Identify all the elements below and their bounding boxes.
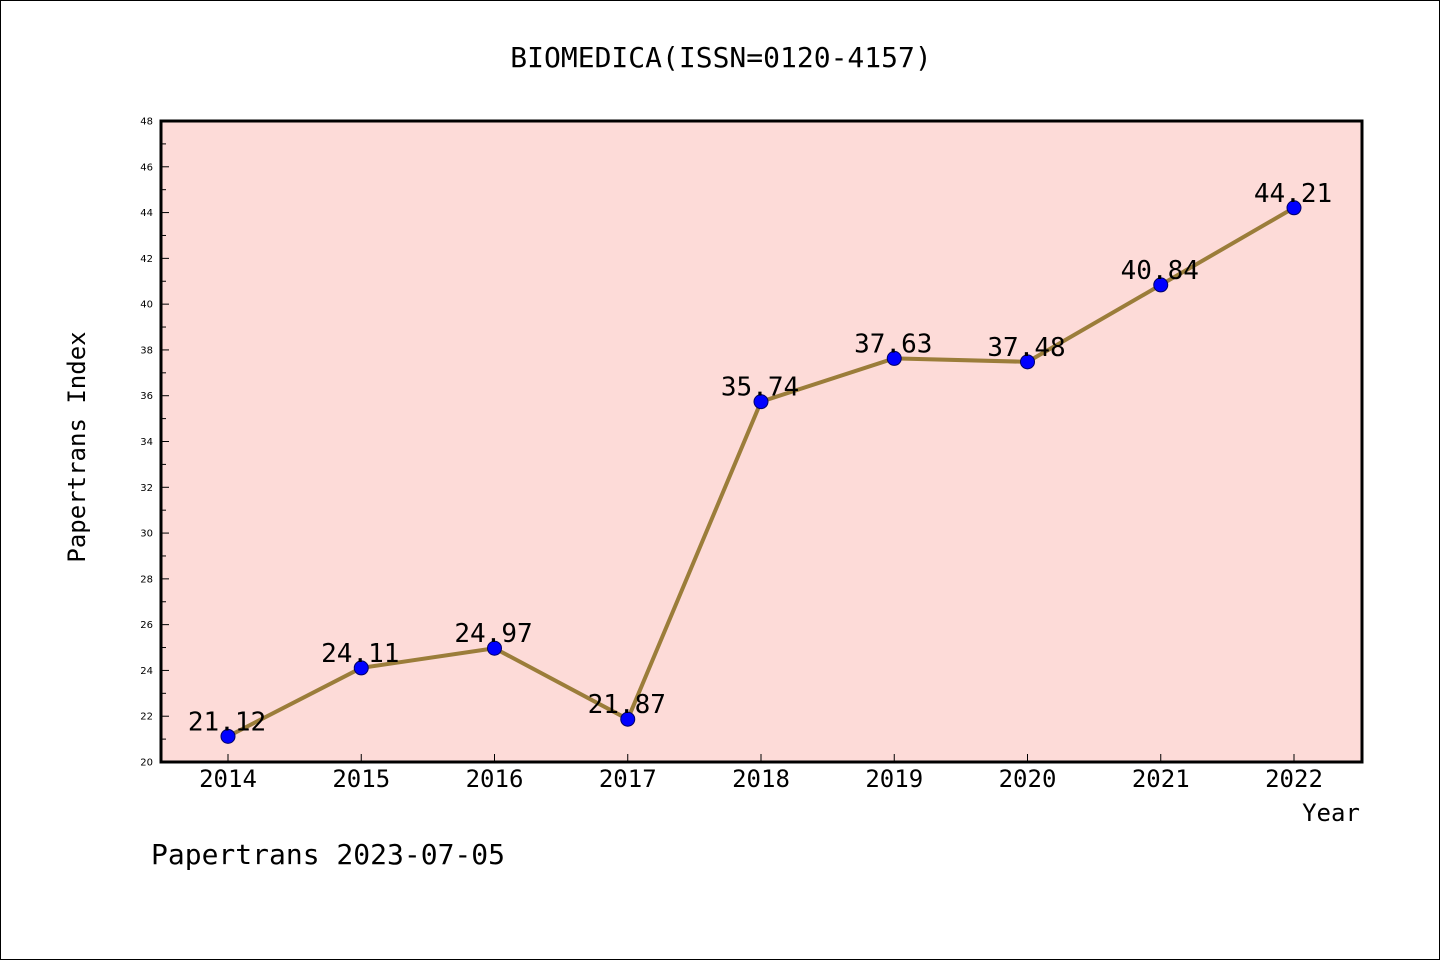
y-axis-label: Papertrans Index <box>63 331 91 562</box>
x-tick-label: 2018 <box>732 765 790 793</box>
footer-note: Papertrans 2023-07-05 <box>151 838 505 871</box>
data-label: 37.63 <box>854 329 932 359</box>
data-point <box>1286 200 1302 216</box>
y-tick-label: 44 <box>140 208 153 219</box>
chart-title: BIOMEDICA(ISSN=0120-4157) <box>510 41 931 74</box>
y-tick-label: 40 <box>140 300 153 311</box>
y-tick-label: 32 <box>140 483 153 494</box>
x-tick-label: 2019 <box>865 765 923 793</box>
data-point <box>886 350 902 366</box>
y-tick-label: 24 <box>140 666 153 677</box>
x-tick-label: 2021 <box>1132 765 1190 793</box>
series-layer: 21.12 24.11 24.97 21.87 35.74 37.63 37.48 40.84… <box>188 179 1332 744</box>
y-tick-label: 38 <box>140 345 153 356</box>
x-tick-label: 2017 <box>599 765 657 793</box>
x-axis-ticks: 2014 2015 2016 2017 2018 2019 2020 2021 2022 <box>199 754 1323 793</box>
y-tick-label: 30 <box>140 529 153 540</box>
y-tick-label: 34 <box>140 437 153 448</box>
y-tick-label: 26 <box>140 620 153 631</box>
x-tick-label: 2016 <box>466 765 524 793</box>
data-label: 37.48 <box>987 333 1065 363</box>
data-label: 24.97 <box>454 619 532 649</box>
data-label: 44.21 <box>1254 179 1332 209</box>
plot-area <box>161 121 1362 762</box>
y-tick-label: 36 <box>140 391 153 402</box>
data-label: 21.87 <box>588 690 666 720</box>
data-point <box>753 394 769 410</box>
data-label: 24.11 <box>321 639 399 669</box>
data-point <box>487 640 502 656</box>
data-point <box>620 711 636 727</box>
data-point <box>1020 354 1035 370</box>
y-tick-label: 20 <box>140 758 153 769</box>
x-axis-label: Year <box>1302 799 1360 827</box>
y-tick-label: 48 <box>140 117 153 128</box>
y-tick-label: 46 <box>140 162 153 173</box>
data-point <box>353 660 369 676</box>
y-tick-label: 42 <box>140 254 153 265</box>
data-point <box>220 728 236 744</box>
y-tick-label: 22 <box>140 712 153 723</box>
data-point <box>1153 277 1169 293</box>
data-label: 21.12 <box>188 707 266 737</box>
x-tick-label: 2014 <box>199 765 257 793</box>
data-label: 40.84 <box>1121 256 1199 286</box>
x-tick-label: 2015 <box>332 765 390 793</box>
data-label: 35.74 <box>721 373 799 403</box>
y-tick-label: 28 <box>140 574 153 585</box>
x-tick-label: 2020 <box>999 765 1057 793</box>
x-tick-label: 2022 <box>1265 765 1323 793</box>
plot-border <box>159 119 1364 764</box>
